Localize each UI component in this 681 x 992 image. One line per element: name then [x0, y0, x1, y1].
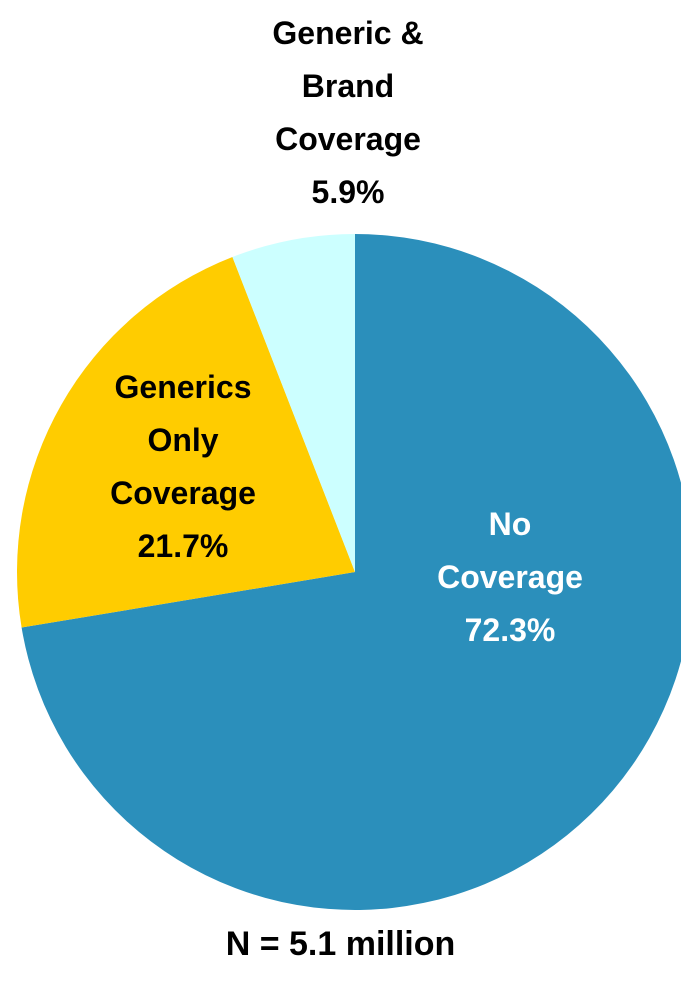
- slice-label-no-coverage: No Coverage 72.3%: [437, 506, 583, 648]
- pie-slice-generic-brand-coverage: [232, 234, 355, 572]
- slice-label-generic-brand-coverage: Generic & Brand Coverage 5.9%: [272, 15, 423, 210]
- pie-slice-generics-only-coverage: [16, 257, 355, 628]
- slice-label-generics-only-coverage: Generics Only Coverage 21.7%: [110, 369, 256, 564]
- sample-size-note: N = 5.1 million: [225, 925, 456, 963]
- pie-slice-no-coverage: [21, 234, 681, 910]
